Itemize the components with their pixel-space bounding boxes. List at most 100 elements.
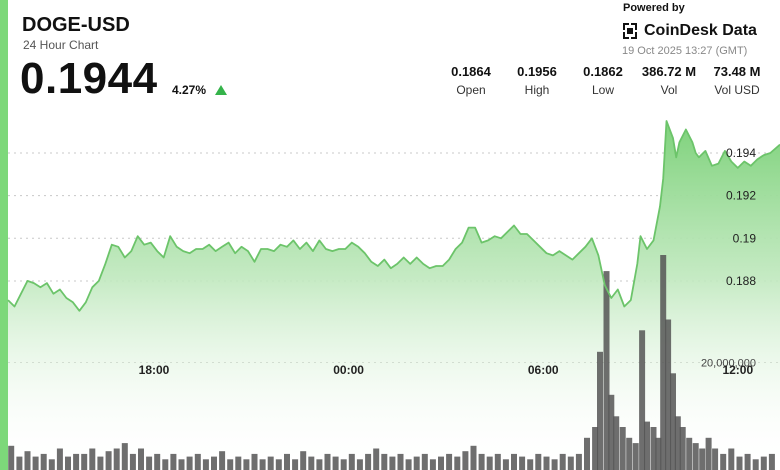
volume-bar [365, 453, 372, 470]
pair-title: DOGE-USD [22, 14, 130, 36]
volume-bar [300, 451, 307, 470]
volume-bar [584, 437, 590, 470]
volume-bar [56, 448, 63, 470]
volume-bar [639, 330, 646, 470]
volume-bar [438, 456, 444, 470]
volume-bar [81, 453, 88, 470]
timestamp: 19 Oct 2025 13:27 (GMT) [622, 45, 748, 57]
volume-bar [575, 453, 582, 470]
volume-bar [527, 459, 534, 470]
volume-bar [389, 456, 396, 470]
volume-bar [655, 437, 662, 470]
volume-bar [551, 459, 558, 470]
stat-value: 0.1862 [583, 64, 623, 79]
volume-bar [699, 448, 706, 470]
volume-bar [603, 271, 610, 470]
volume-bar [259, 459, 266, 470]
volume-bar [243, 459, 250, 470]
volume-bar [454, 456, 461, 470]
volume-bar [332, 456, 339, 470]
volume-bar [170, 453, 177, 470]
y-tick-label: 0.188 [726, 274, 756, 288]
volume-bar [597, 351, 603, 470]
stat-low: 0.1862 Low [581, 64, 625, 97]
stat-label: Open [456, 83, 486, 97]
volume-bar [486, 456, 493, 470]
volume-bar [502, 459, 509, 470]
volume-bar [340, 459, 347, 470]
stat-value: 386.72 M [641, 64, 697, 79]
volume-bar [138, 448, 144, 470]
stat-value: 0.1956 [517, 64, 557, 79]
volume-bar [752, 459, 759, 470]
volume-bar [162, 459, 169, 470]
volume-bar [744, 453, 751, 470]
volume-bar [316, 459, 323, 470]
volume-bar [650, 427, 657, 470]
volume-bar [97, 456, 104, 470]
powered-by-label: Powered by [623, 2, 685, 14]
volume-bar [121, 443, 128, 470]
volume-bar [194, 453, 201, 470]
volume-bar [760, 456, 767, 470]
volume-bar [235, 456, 242, 470]
volume-bar [65, 456, 71, 470]
volume-bar [535, 453, 542, 470]
volume-bar [494, 453, 501, 470]
coindesk-logo-icon [623, 23, 637, 39]
volume-bar [559, 453, 566, 470]
volume-bar [373, 448, 380, 470]
volume-bar [665, 319, 672, 470]
x-tick-label: 00:00 [333, 363, 364, 377]
volume-bar [24, 451, 31, 470]
volume-bar [679, 427, 686, 470]
volume-bar [619, 427, 626, 470]
volume-bar [720, 453, 727, 470]
chart-period: 24 Hour Chart [23, 38, 99, 52]
volume-bar [356, 459, 363, 470]
volume-bar [324, 453, 331, 470]
volume-bar [478, 453, 485, 470]
brand-name: CoinDesk Data [644, 22, 757, 39]
volume-bar [626, 437, 633, 470]
price-area [8, 121, 780, 470]
volume-bar [267, 456, 274, 470]
volume-bar [670, 373, 676, 470]
volume-bar [692, 443, 699, 470]
volume-bar [567, 456, 574, 470]
volume-bar [186, 456, 193, 470]
stat-high: 0.1956 High [514, 64, 560, 97]
volume-bar [462, 451, 469, 470]
x-tick-label: 06:00 [528, 363, 559, 377]
stat-value: 73.48 M [713, 64, 761, 79]
stat-value: 0.1864 [451, 64, 491, 79]
x-axis-labels: 18:00 00:00 06:00 12:00 [139, 363, 754, 377]
volume-bar [381, 453, 388, 470]
volume-bar [446, 453, 453, 470]
volume-bar [686, 437, 693, 470]
volume-bar [48, 459, 55, 470]
volume-bar [470, 445, 477, 470]
volume-bar [129, 453, 136, 470]
volume-bar [73, 453, 80, 470]
volume-bar [768, 453, 775, 470]
stat-vol: 386.72 M Vol [638, 64, 700, 97]
volume-bar [32, 456, 39, 470]
brand-logo[interactable]: CoinDesk Data [620, 21, 757, 41]
volume-bar [113, 448, 120, 470]
accent-bar [0, 0, 8, 470]
stat-open: 0.1864 Open [449, 64, 493, 97]
volume-bar [16, 456, 23, 470]
stat-label: Vol USD [714, 83, 760, 97]
volume-bar [284, 453, 290, 470]
volume-bar [413, 456, 420, 470]
volume-bar [660, 255, 667, 470]
volume-bar [632, 443, 639, 470]
volume-bar [348, 453, 355, 470]
price-line [7, 120, 780, 312]
stat-label: High [524, 83, 550, 97]
volume-bar [519, 456, 526, 470]
volume-bar [674, 416, 681, 470]
